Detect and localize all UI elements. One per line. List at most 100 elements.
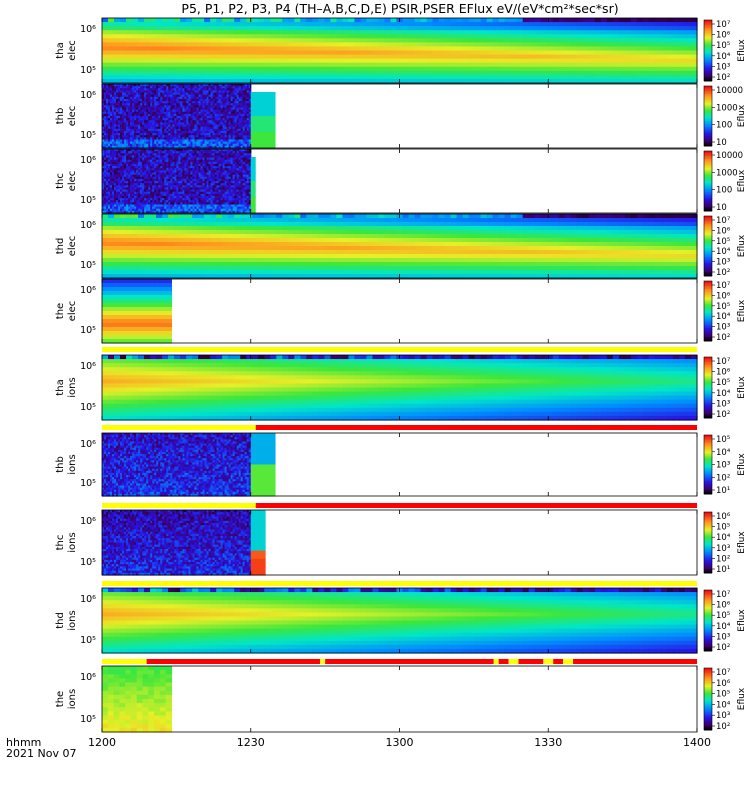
spectrogram-cell — [198, 46, 205, 51]
spectrogram-cell — [607, 34, 614, 39]
spectrogram-cell — [108, 67, 115, 72]
spectrogram-cell — [174, 75, 181, 80]
spectrogram-cell — [210, 34, 217, 39]
spectrogram-cell — [625, 71, 632, 76]
spectrogram-cell — [342, 18, 349, 23]
spectrogram-cell — [475, 34, 482, 39]
spectrogram-cell — [348, 42, 355, 47]
spectrogram-cell — [433, 18, 440, 23]
spectrogram-cell — [372, 30, 379, 35]
spectrogram-cell — [396, 51, 403, 56]
spectrogram-cell — [535, 34, 542, 39]
spectrogram-cell — [463, 51, 470, 56]
spectrogram-cell — [661, 26, 668, 31]
spectrogram-cell — [601, 46, 608, 51]
spectrogram-cell — [679, 67, 686, 72]
spectrogram-cell — [120, 18, 127, 23]
spectrogram-cell — [667, 26, 674, 31]
spectrogram-cell — [318, 38, 325, 43]
spectrogram-cell — [421, 67, 428, 72]
spectrogram-cell — [511, 38, 518, 43]
spectrogram-cell — [619, 63, 626, 68]
spectrogram-cell — [535, 59, 542, 64]
spectrogram-cell — [312, 63, 319, 68]
spectrogram-cell — [360, 55, 367, 60]
spectrogram-cell — [619, 51, 626, 56]
spectrogram-cell — [547, 55, 554, 60]
spectrogram-cell — [246, 55, 253, 60]
spectrogram-cell — [559, 51, 566, 56]
spectrogram-cell — [330, 59, 337, 64]
spectrogram-cell — [655, 63, 662, 68]
spectrogram-cell — [661, 71, 668, 76]
spectrogram-cell — [318, 22, 325, 27]
spectrogram-cell — [685, 18, 692, 23]
spectrogram-cell — [276, 75, 283, 80]
spectrogram-cell — [637, 75, 644, 80]
spectrogram-cell — [667, 46, 674, 51]
spectrogram-cell — [679, 18, 686, 23]
spectrogram-cell — [445, 75, 452, 80]
spectrogram-cell — [138, 51, 145, 56]
spectrogram-cell — [541, 59, 548, 64]
spectrogram-cell — [390, 51, 397, 56]
spectrogram-cell — [571, 46, 578, 51]
spectrogram-cell — [138, 22, 145, 27]
spectrogram-cell — [198, 55, 205, 60]
spectrogram-cell — [415, 30, 422, 35]
spectrogram-cell — [318, 55, 325, 60]
spectrogram-cell — [547, 26, 554, 31]
spectrogram-cell — [234, 38, 241, 43]
spectrogram-cell — [372, 38, 379, 43]
spectrogram-cell — [360, 26, 367, 31]
spectrogram-cell — [499, 75, 506, 80]
spectrogram-cell — [120, 75, 127, 80]
spectrogram-cell — [264, 38, 271, 43]
spectrogram-cell — [541, 18, 548, 23]
spectrogram-cell — [114, 59, 121, 64]
spectrogram-cell — [661, 46, 668, 51]
spectrogram-cell — [330, 30, 337, 35]
spectrogram-cell — [354, 67, 361, 72]
spectrogram-cell — [318, 46, 325, 51]
spectrogram-cell — [144, 75, 151, 80]
spectrogram-cell — [517, 22, 524, 27]
spectrogram-cell — [228, 18, 235, 23]
spectrogram-cell — [673, 63, 680, 68]
spectrogram-cell — [168, 22, 175, 27]
spectrogram-cell — [631, 67, 638, 72]
spectrogram-cell — [685, 26, 692, 31]
spectrogram-cell — [324, 63, 331, 68]
spectrogram-cell — [613, 63, 620, 68]
spectrogram-cell — [210, 59, 217, 64]
spectrogram-cell — [487, 51, 494, 56]
spectrogram-cell — [246, 46, 253, 51]
spectrogram-cell — [517, 26, 524, 31]
spectrogram-cell — [102, 63, 109, 68]
spectrogram-cell — [384, 59, 391, 64]
spectrogram-cell — [114, 30, 121, 35]
spectrogram-cell — [252, 26, 259, 31]
spectrogram-cell — [300, 46, 307, 51]
spectrogram-cell — [619, 42, 626, 47]
spectrogram-cell — [613, 75, 620, 80]
spectrogram-cell — [427, 18, 434, 23]
spectrogram-cell — [553, 30, 560, 35]
spectrogram-cell — [655, 55, 662, 60]
spectrogram-cell — [589, 63, 596, 68]
spectrogram-cell — [150, 59, 157, 64]
spectrogram-cell — [186, 46, 193, 51]
spectrogram-cell — [451, 34, 458, 39]
spectrogram-cell — [625, 51, 632, 56]
spectrogram-cell — [114, 55, 121, 60]
spectrogram-cell — [288, 67, 295, 72]
spectrogram-cell — [222, 38, 229, 43]
spectrogram-cell — [234, 59, 241, 64]
spectrogram-cell — [505, 22, 512, 27]
spectrogram-cell — [378, 71, 385, 76]
spectrogram-cell — [673, 67, 680, 72]
spectrogram-cell — [631, 34, 638, 39]
spectrogram-cell — [595, 55, 602, 60]
spectrogram-cell — [421, 46, 428, 51]
spectrogram-cell — [685, 59, 692, 64]
